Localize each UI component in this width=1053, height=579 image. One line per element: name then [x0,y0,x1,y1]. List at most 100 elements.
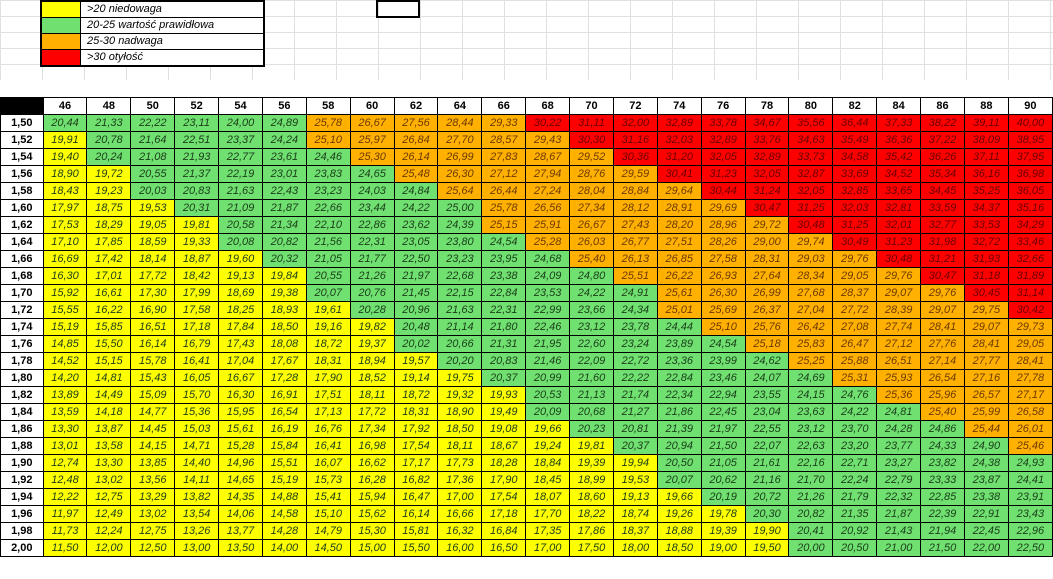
bmi-cell: 21,77 [350,251,394,268]
bmi-cell: 13,59 [43,404,87,421]
bmi-cell: 12,74 [43,455,87,472]
bmi-cell: 22,19 [219,166,263,183]
col-header: 72 [613,98,657,115]
legend-row-overweight: 25-30 nadwaga [42,34,263,50]
bmi-cell: 20,96 [394,302,438,319]
row-header: 1,56 [1,166,44,183]
bmi-cell: 27,74 [877,319,921,336]
bmi-cell: 24,76 [833,387,877,404]
bmi-cell: 27,24 [526,183,570,200]
bmi-cell: 17,85 [87,234,131,251]
col-header: 58 [306,98,350,115]
bmi-cell: 17,54 [394,438,438,455]
bmi-cell: 17,72 [350,404,394,421]
bmi-cell: 16,32 [438,523,482,540]
bmi-cell: 17,50 [570,540,614,557]
bmi-cell: 29,76 [833,251,877,268]
bmi-cell: 21,43 [877,523,921,540]
bmi-cell: 34,45 [921,183,965,200]
bmi-cell: 25,76 [745,319,789,336]
bmi-cell: 15,19 [43,319,87,336]
bmi-cell: 25,78 [306,115,350,132]
bmi-cell: 24,54 [701,336,745,353]
bmi-cell: 13,30 [87,455,131,472]
row-header: 1,66 [1,251,44,268]
bmi-cell: 27,17 [1008,387,1052,404]
bmi-cell: 22,71 [833,455,877,472]
row-header: 1,54 [1,149,44,166]
bmi-cell: 24,39 [438,217,482,234]
bmi-cell: 14,00 [262,540,306,557]
bmi-cell: 23,23 [306,183,350,200]
bmi-cell: 29,43 [526,132,570,149]
bmi-cell: 21,26 [789,489,833,506]
row-header: 1,94 [1,489,44,506]
bmi-cell: 20,09 [526,404,570,421]
bmi-cell: 17,51 [306,387,350,404]
bmi-cell: 17,04 [219,353,263,370]
bmi-cell: 18,28 [482,455,526,472]
bmi-cell: 23,55 [745,387,789,404]
bmi-cell: 17,18 [482,506,526,523]
table-row: 1,7215,5516,2216,9017,5818,2518,9319,612… [1,302,1053,319]
bmi-cell: 32,00 [613,115,657,132]
bmi-cell: 29,73 [1008,319,1052,336]
bmi-cell: 18,00 [613,540,657,557]
bmi-cell: 31,16 [613,132,657,149]
bmi-cell: 15,61 [219,421,263,438]
row-header: 1,88 [1,438,44,455]
bmi-cell: 19,26 [657,506,701,523]
bmi-cell: 21,09 [219,200,263,217]
bmi-cell: 12,75 [87,489,131,506]
bmi-cell: 26,54 [921,370,965,387]
bmi-cell: 20,48 [394,319,438,336]
bmi-cell: 15,55 [43,302,87,319]
bmi-cell: 29,76 [921,285,965,302]
bmi-cell: 35,16 [1008,200,1052,217]
bmi-cell: 15,41 [306,489,350,506]
bmi-cell: 27,34 [570,200,614,217]
bmi-table: 4648505254565860626466687072747678808284… [0,97,1053,557]
bmi-cell: 23,95 [482,251,526,268]
bmi-cell: 24,09 [526,268,570,285]
bmi-cell: 14,28 [262,523,306,540]
bmi-cell: 20,81 [613,421,657,438]
bmi-cell: 21,79 [833,489,877,506]
bmi-cell: 22,60 [570,336,614,353]
bmi-cell: 15,10 [306,506,350,523]
bmi-cell: 19,05 [131,217,175,234]
bmi-cell: 31,23 [877,234,921,251]
bmi-cell: 32,89 [745,149,789,166]
bmi-cell: 21,39 [657,421,701,438]
bmi-cell: 20,68 [570,404,614,421]
bmi-cell: 21,97 [394,268,438,285]
row-header: 1,58 [1,183,44,200]
bmi-cell: 25,44 [964,421,1008,438]
bmi-cell: 15,62 [350,506,394,523]
bmi-cell: 18,50 [438,421,482,438]
bmi-cell: 27,68 [789,285,833,302]
table-row: 1,9611,9712,4913,0213,5414,0614,5815,101… [1,506,1053,523]
bmi-cell: 25,15 [482,217,526,234]
bmi-cell: 22,50 [394,251,438,268]
bmi-cell: 37,95 [1008,149,1052,166]
active-cell-cursor[interactable] [376,0,420,18]
bmi-cell: 27,56 [394,115,438,132]
bmi-cell: 18,60 [570,489,614,506]
bmi-cell: 27,14 [921,353,965,370]
bmi-cell: 26,14 [394,149,438,166]
bmi-cell: 23,83 [306,166,350,183]
bmi-cell: 29,05 [833,268,877,285]
bmi-cell: 18,08 [262,336,306,353]
bmi-cell: 30,45 [964,285,1008,302]
table-row: 1,7015,9216,6117,3017,9918,6919,3820,072… [1,285,1053,302]
bmi-cell: 24,62 [745,353,789,370]
bmi-cell: 23,38 [964,489,1008,506]
bmi-cell: 18,14 [131,251,175,268]
row-header: 1,60 [1,200,44,217]
col-header: 78 [745,98,789,115]
bmi-cell: 25,10 [701,319,745,336]
bmi-cell: 21,61 [745,455,789,472]
bmi-cell: 32,85 [833,183,877,200]
bmi-cell: 32,81 [877,200,921,217]
